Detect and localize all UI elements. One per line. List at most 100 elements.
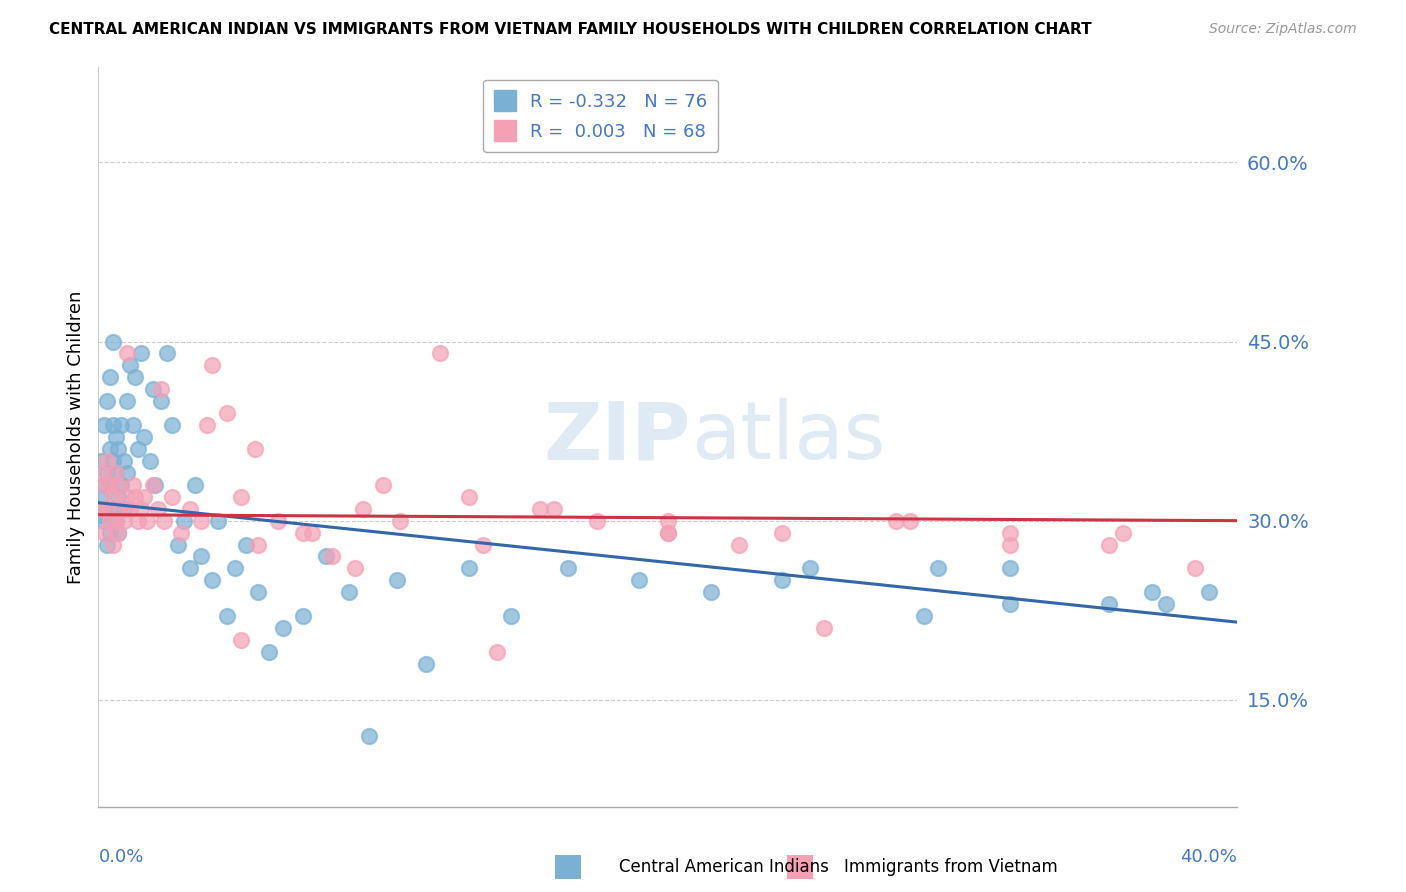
Point bbox=[1184, 561, 1206, 575]
Text: Source: ZipAtlas.com: Source: ZipAtlas.com bbox=[1209, 22, 1357, 37]
Point bbox=[471, 537, 494, 551]
Point bbox=[1112, 525, 1135, 540]
Point bbox=[585, 514, 607, 528]
Point bbox=[90, 466, 112, 480]
Text: ZIP: ZIP bbox=[543, 398, 690, 476]
Point bbox=[292, 609, 315, 624]
Point bbox=[93, 418, 115, 433]
Point bbox=[195, 418, 218, 433]
Point bbox=[1154, 597, 1177, 611]
Point bbox=[90, 454, 112, 468]
Point bbox=[90, 508, 112, 522]
Point bbox=[162, 490, 184, 504]
Point bbox=[229, 633, 252, 648]
Point bbox=[93, 478, 115, 492]
Point bbox=[107, 490, 129, 504]
Point bbox=[150, 394, 173, 409]
Point bbox=[898, 514, 921, 528]
Point bbox=[457, 490, 479, 504]
Point bbox=[118, 359, 141, 373]
Point bbox=[173, 514, 195, 528]
Point bbox=[118, 501, 141, 516]
Point bbox=[179, 501, 201, 516]
Point bbox=[107, 478, 129, 492]
Point bbox=[267, 514, 290, 528]
Point bbox=[235, 537, 257, 551]
Point bbox=[101, 537, 124, 551]
Y-axis label: Family Households with Children: Family Households with Children bbox=[66, 291, 84, 583]
Point bbox=[98, 370, 121, 384]
Point bbox=[1098, 537, 1121, 551]
Point bbox=[243, 442, 266, 456]
Point bbox=[201, 574, 224, 588]
Point bbox=[246, 585, 269, 599]
Point bbox=[215, 609, 238, 624]
Point bbox=[110, 478, 132, 492]
Point bbox=[457, 561, 479, 575]
Point bbox=[229, 490, 252, 504]
Point bbox=[315, 549, 337, 564]
Point bbox=[543, 501, 565, 516]
Point bbox=[190, 514, 212, 528]
Point bbox=[207, 514, 229, 528]
Point bbox=[246, 537, 269, 551]
Point bbox=[912, 609, 935, 624]
Point bbox=[529, 501, 551, 516]
Point bbox=[107, 525, 129, 540]
Point bbox=[121, 478, 143, 492]
Legend: R = -0.332   N = 76, R =  0.003   N = 68: R = -0.332 N = 76, R = 0.003 N = 68 bbox=[484, 79, 718, 152]
Point bbox=[96, 454, 118, 468]
Point bbox=[770, 525, 793, 540]
Point bbox=[104, 430, 127, 444]
Point bbox=[153, 514, 176, 528]
Point bbox=[96, 394, 118, 409]
Point bbox=[93, 514, 115, 528]
Point bbox=[998, 561, 1021, 575]
Point bbox=[486, 645, 509, 659]
Point bbox=[373, 478, 395, 492]
Point bbox=[657, 525, 679, 540]
Point bbox=[90, 501, 112, 516]
Point bbox=[110, 418, 132, 433]
Point bbox=[115, 394, 138, 409]
Point bbox=[167, 537, 190, 551]
Point bbox=[135, 514, 157, 528]
Point bbox=[104, 466, 127, 480]
Point bbox=[127, 514, 149, 528]
Point bbox=[98, 525, 121, 540]
Point bbox=[112, 501, 135, 516]
Point bbox=[998, 525, 1021, 540]
Point bbox=[699, 585, 721, 599]
Point bbox=[657, 514, 679, 528]
Point bbox=[90, 490, 112, 504]
Point bbox=[96, 466, 118, 480]
Point bbox=[98, 514, 121, 528]
Point bbox=[101, 454, 124, 468]
Point bbox=[770, 574, 793, 588]
Point bbox=[132, 490, 155, 504]
Point bbox=[184, 478, 207, 492]
Point bbox=[96, 501, 118, 516]
Point bbox=[104, 514, 127, 528]
Point bbox=[96, 537, 118, 551]
Point bbox=[101, 418, 124, 433]
Point bbox=[1198, 585, 1220, 599]
Point bbox=[107, 525, 129, 540]
Point bbox=[201, 359, 224, 373]
Point bbox=[259, 645, 281, 659]
Point bbox=[98, 478, 121, 492]
Text: CENTRAL AMERICAN INDIAN VS IMMIGRANTS FROM VIETNAM FAMILY HOUSEHOLDS WITH CHILDR: CENTRAL AMERICAN INDIAN VS IMMIGRANTS FR… bbox=[49, 22, 1092, 37]
Point bbox=[215, 406, 238, 420]
Point bbox=[107, 442, 129, 456]
Text: Immigrants from Vietnam: Immigrants from Vietnam bbox=[844, 858, 1057, 876]
Point bbox=[101, 501, 124, 516]
Point bbox=[124, 490, 146, 504]
Point bbox=[292, 525, 315, 540]
Point bbox=[138, 454, 160, 468]
Point bbox=[132, 430, 155, 444]
Point bbox=[101, 334, 124, 349]
Text: Central American Indians: Central American Indians bbox=[619, 858, 828, 876]
Point bbox=[150, 382, 173, 396]
Text: 40.0%: 40.0% bbox=[1181, 848, 1237, 866]
Point bbox=[415, 657, 437, 671]
